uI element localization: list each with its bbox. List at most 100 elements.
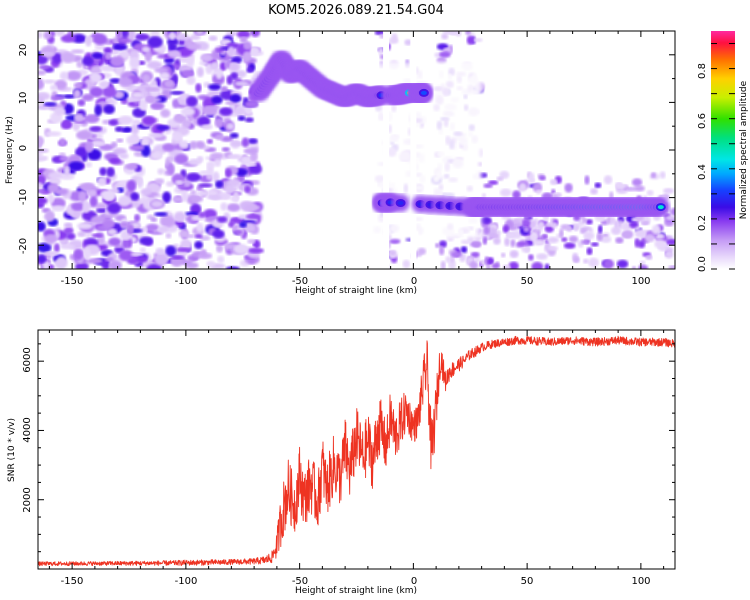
heatmap-noise-blob — [183, 181, 191, 187]
heatmap-noise-blob — [666, 239, 675, 246]
heatmap-noise-blob — [206, 260, 216, 267]
heatmap-noise-blob — [101, 259, 111, 269]
heatmap-noise-blob — [138, 98, 148, 111]
heatmap-noise-blob — [70, 49, 85, 54]
heatmap-noise-blob — [654, 239, 667, 249]
heatmap-noise-blob — [38, 31, 44, 39]
heatmap-xlabel: Height of straight line (km) — [295, 286, 417, 296]
heatmap-noise-blob — [590, 188, 598, 195]
heatmap-noise-blob — [89, 72, 102, 84]
heatmap-noise-blob — [59, 173, 75, 180]
heatmap-noise-blob — [159, 215, 176, 228]
heatmap-noise-blob — [417, 247, 427, 256]
heatmap-noise-blob — [549, 178, 558, 186]
heatmap-noise-blob — [165, 245, 177, 257]
colorbar-tick-label: 0.0 — [697, 256, 708, 272]
heatmap-noise-blob — [544, 224, 555, 233]
heatmap-noise-blob — [89, 125, 103, 132]
heatmap-noise-blob — [118, 195, 131, 207]
heatmap-noise-blob — [517, 241, 529, 247]
snr-xlabel: Height of straight line (km) — [295, 586, 417, 596]
heatmap-noise-blob — [470, 251, 480, 258]
heatmap-noise-blob — [487, 180, 499, 185]
heatmap-noise-blob — [235, 70, 247, 78]
heatmap-noise-blob — [162, 143, 176, 152]
heatmap-xtick-label: -50 — [292, 276, 308, 287]
snr-ylabel: SNR (10 * v/v) — [7, 418, 17, 482]
heatmap-noise-blob — [178, 229, 190, 239]
heatmap-noise-blob — [634, 229, 647, 238]
heatmap-noise-blob — [130, 192, 140, 201]
heatmap-noise-blob — [220, 202, 228, 211]
heatmap-noise-blob — [230, 195, 239, 202]
heatmap-noise-blob — [43, 79, 56, 84]
heatmap-noise-blob — [568, 235, 579, 243]
heatmap-noise-blob — [215, 134, 224, 141]
heatmap-noise-blob — [94, 104, 103, 117]
heatmap-noise-blob — [127, 223, 134, 236]
heatmap-noise-blob — [583, 258, 589, 264]
heatmap-noise-blob — [631, 265, 637, 269]
snr-panel: -150 -100 -50 0 50 100 Height of straigh… — [7, 329, 676, 596]
heatmap-noise-blob — [231, 56, 243, 64]
heatmap-noise-blob — [585, 219, 593, 225]
heatmap-gap-column — [410, 31, 417, 269]
heatmap-noise-blob — [55, 31, 65, 37]
heatmap-noise-blob — [221, 147, 231, 152]
heatmap-noise-blob — [60, 120, 73, 130]
heatmap-noise-blob — [165, 181, 174, 187]
snr-xtick-label: 100 — [631, 576, 650, 587]
heatmap-noise-blob — [145, 87, 161, 92]
heatmap-noise-blob — [78, 183, 95, 190]
heatmap-noise-blob — [43, 31, 52, 40]
heatmap-noise-blob — [645, 254, 653, 260]
heatmap-noise-blob — [573, 256, 580, 263]
heatmap-noise-blob — [582, 217, 587, 223]
heatmap-noise-blob — [481, 193, 487, 198]
heatmap-noise-blob — [600, 235, 612, 243]
heatmap-noise-blob — [215, 180, 224, 189]
heatmap-noise-blob — [73, 82, 83, 89]
heatmap-noise-blob — [226, 123, 235, 130]
heatmap-noise-blob — [622, 230, 634, 239]
heatmap-noise-blob — [227, 153, 242, 160]
heatmap-noise-blob — [176, 247, 192, 252]
heatmap-noise-blob — [248, 247, 264, 254]
heatmap-noise-blob — [469, 261, 479, 269]
heatmap-noise-blob — [38, 65, 50, 70]
heatmap-noise-blob — [49, 178, 62, 185]
heatmap-noise-blob — [586, 247, 593, 256]
heatmap-noise-blob — [73, 113, 85, 122]
heatmap-noise-blob — [528, 172, 535, 183]
heatmap-noise-blob — [89, 86, 104, 98]
heatmap-noise-blob — [176, 33, 189, 41]
heatmap-noise-blob — [198, 211, 207, 218]
heatmap-noise-blob — [154, 253, 169, 266]
heatmap-noise-blob — [234, 81, 249, 86]
heatmap-noise-blob — [129, 144, 145, 151]
heatmap-noise-blob — [100, 64, 116, 72]
heatmap-noise-blob — [404, 39, 413, 46]
heatmap-noise-blob — [186, 42, 201, 51]
heatmap-noise-blob — [38, 254, 47, 264]
heatmap-noise-blob — [201, 124, 213, 130]
heatmap-noise-blob — [59, 156, 69, 162]
heatmap-noise-blob — [194, 240, 204, 250]
heatmap-noise-blob — [139, 236, 153, 245]
snr-series-line — [38, 335, 675, 567]
snr-xtick-label: -150 — [61, 576, 84, 587]
heatmap-noise-blob — [76, 130, 92, 140]
heatmap-xtick-label: 0 — [411, 276, 417, 287]
heatmap-noise-blob — [496, 176, 504, 182]
heatmap-noise-blob — [250, 31, 261, 38]
heatmap-noise-blob — [89, 195, 98, 207]
heatmap-noise-blob — [77, 231, 86, 237]
heatmap-noise-blob — [151, 151, 163, 160]
heatmap-noise-blob — [154, 67, 169, 73]
heatmap-noise-blob — [73, 249, 84, 261]
heatmap-noise-blob — [616, 259, 629, 269]
heatmap-noise-blob — [210, 61, 220, 71]
heatmap-noise-blob — [146, 263, 162, 269]
heatmap-noise-blob — [588, 257, 599, 268]
heatmap-noise-blob — [378, 47, 384, 56]
